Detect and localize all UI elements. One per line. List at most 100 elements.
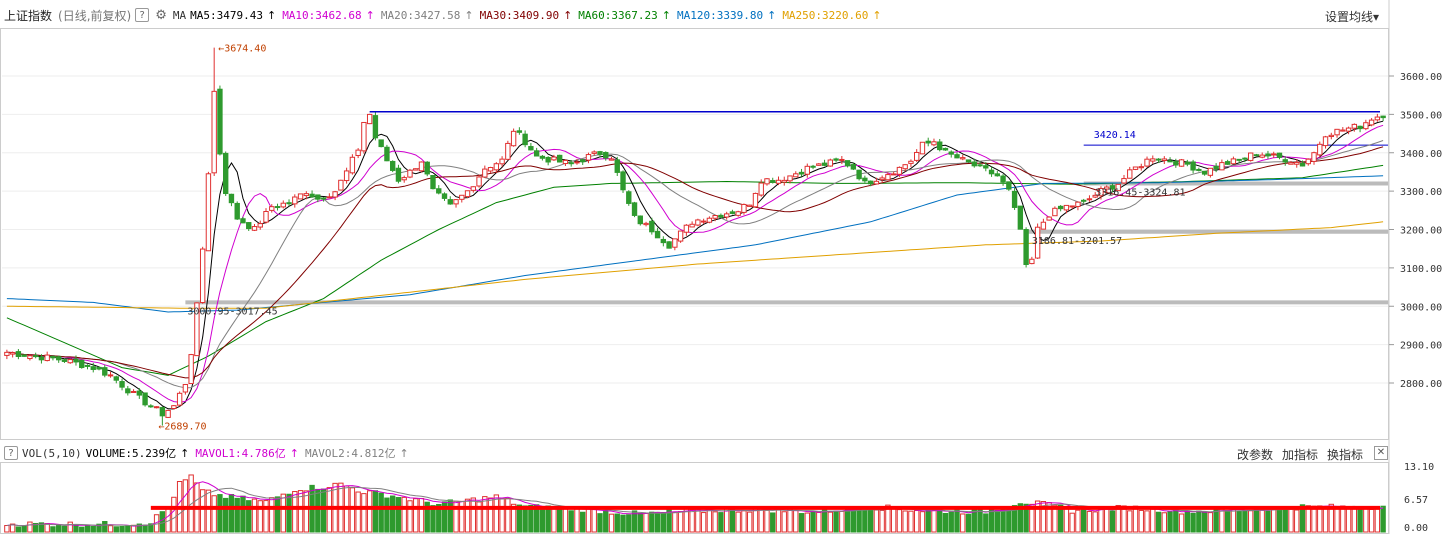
volume-bar [257,500,263,533]
close-icon[interactable]: ✕ [1374,446,1388,460]
volume-bar [983,513,989,533]
volume-bar [626,514,632,533]
candle-body [67,359,73,364]
candle-body [315,194,321,200]
candle-body [505,142,511,160]
candle-body [1080,199,1087,202]
candle-body [591,151,597,154]
volume-bar [1368,508,1375,533]
volume-bar [977,508,983,533]
volume-bar [603,510,609,533]
volume-bar [1167,511,1173,533]
candle-body [338,179,344,191]
candle-body [84,364,91,367]
volume-bar [1345,507,1352,533]
volume-bar [1374,508,1381,533]
ma-line-ma250 [6,221,1384,309]
volume-bar [1109,510,1116,533]
volume-bar [1173,507,1179,533]
volume-bar [211,495,217,533]
candle-body [528,146,534,151]
volume-bar [1184,510,1191,533]
candle-body [718,214,724,218]
volume-bar [413,498,419,533]
candle-body [1017,205,1024,230]
volume-bar [21,525,27,533]
candle-body [165,409,171,418]
candle-body [240,218,246,224]
volume-bar [1190,512,1196,533]
candle-body [1132,166,1139,170]
volume-bar [614,513,620,533]
volume-bar [862,509,868,533]
gear-icon[interactable]: ⚙ [155,7,167,23]
candle-body [683,224,690,233]
change-params-button[interactable]: 改参数 [1236,448,1273,462]
candle-body [510,130,517,147]
zone3-label: 3316.45-3324.81 [1095,187,1185,198]
ma-value-2: MA20:3427.58 [380,8,461,22]
candle-body [1247,152,1254,161]
candle-body [413,168,419,171]
candle-body [107,374,114,377]
settings-ma-button[interactable]: 设置均线▾ [1325,8,1379,25]
volume-bar [1242,510,1248,533]
candle-body [1219,162,1225,171]
volume-bar [320,488,327,533]
volume-bar [15,526,22,533]
candle-body [988,169,995,175]
candle-body [130,390,137,393]
candle-body [1127,169,1133,179]
volume-bar [361,493,367,533]
volume-bar [1155,511,1162,533]
candle-body [1092,194,1098,198]
volume-bar [723,508,730,533]
volume-bar [551,508,557,533]
volume-bar [487,497,494,533]
volume-bar [666,509,672,533]
candle-body [873,180,880,185]
help-icon[interactable]: ? [135,8,150,22]
volume-bar [378,492,384,533]
candle-body [436,188,442,194]
volume-bar [9,523,16,533]
caret-down-icon: ▾ [1372,10,1379,24]
volume-bar [1271,506,1277,533]
volume-bar [505,497,511,533]
candle-body [666,241,672,249]
arrow-up-icon: ↑ [872,8,882,22]
volume-bar [1201,511,1208,533]
switch-indicator-button[interactable]: 换指标 [1326,448,1363,462]
volume-bar [775,507,782,533]
candle-body [407,169,413,178]
candle-body [1052,207,1058,217]
help-icon[interactable]: ? [4,446,18,460]
arrow-up-icon: ↑ [399,446,409,460]
candle-body [21,354,27,357]
candle-body [700,220,707,223]
volume-bar [372,490,379,533]
candle-body [1190,161,1196,171]
candle-body [1167,160,1173,163]
volume-bar [608,513,615,533]
volume-bar [948,511,954,533]
candle-body [171,405,177,409]
candle-body [142,392,148,406]
candle-body [1098,187,1104,197]
volume-bar [925,509,931,533]
candle-body [1057,205,1064,210]
volume-bar [660,512,667,533]
volume-bar [1132,505,1139,533]
vol-value-2: MAVOL2:4.812亿 [305,447,396,460]
candle-body [879,177,885,181]
volume-bar [119,526,125,533]
volume-bar [90,525,96,533]
candle-body [1138,166,1144,169]
ma-label: MA [172,8,187,22]
price-tick-label: 3400.00 [1400,149,1442,160]
candle-body [937,141,943,151]
volume-bar [568,510,574,533]
add-indicator-button[interactable]: 加指标 [1281,448,1318,462]
volume-bar [683,508,690,533]
